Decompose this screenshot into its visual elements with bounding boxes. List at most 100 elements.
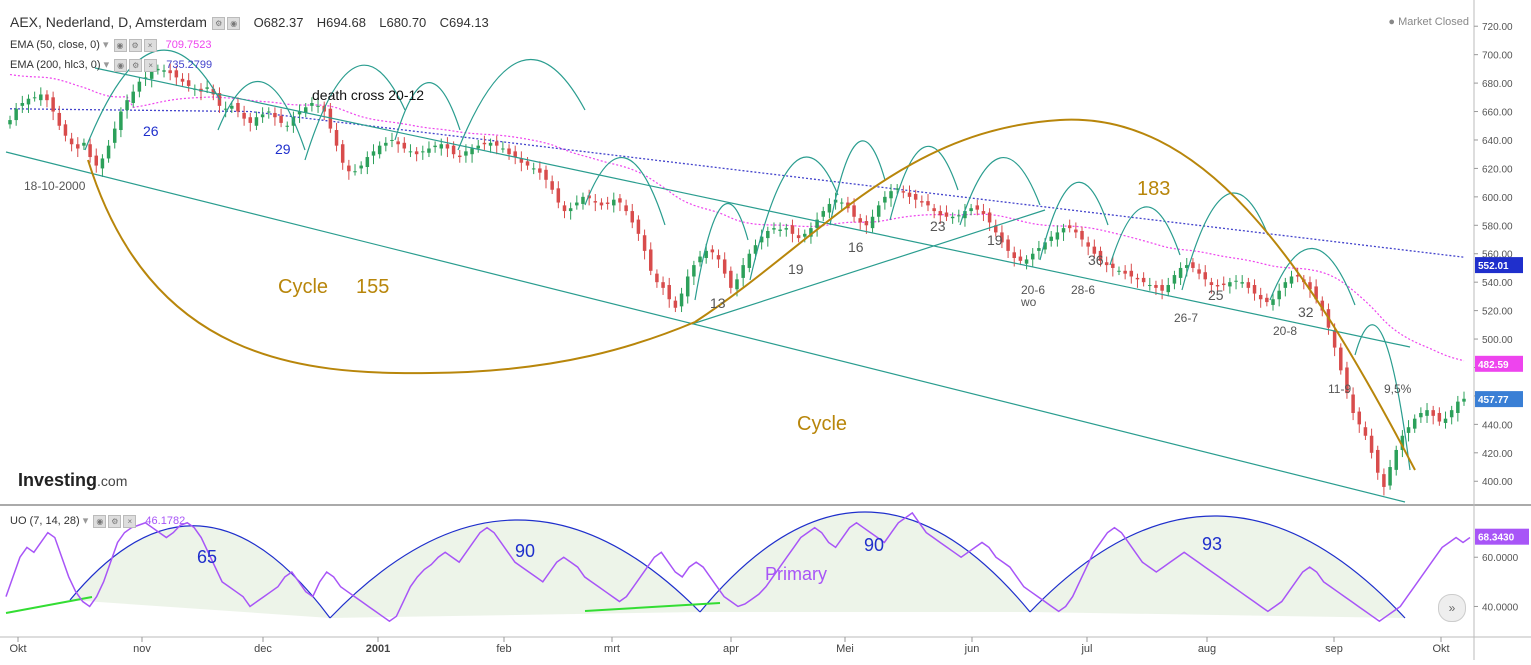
chevron-down-icon[interactable]: ▾	[82, 515, 89, 527]
candle-body	[1148, 285, 1152, 287]
candle-body	[692, 265, 696, 277]
cycle-arc	[694, 202, 749, 301]
candle-body	[907, 192, 912, 197]
candle-body	[501, 148, 505, 150]
chart-annotation: death cross 20-12	[312, 87, 424, 103]
header-main: AEX, Nederland, D, Amsterdam ⚙ ◉ O682.37 …	[10, 14, 489, 31]
candle-body	[63, 124, 68, 136]
candle-body	[790, 225, 795, 234]
cycle-arc	[394, 82, 461, 141]
candle-body	[809, 228, 813, 237]
ema200-value: 735.2799	[166, 59, 213, 71]
x-tick-label: nov	[133, 643, 151, 655]
candle-body	[1221, 283, 1226, 286]
chart-annotation: 23	[930, 218, 946, 234]
close-icon[interactable]: ×	[143, 38, 157, 52]
candle-body	[248, 117, 253, 123]
candle-body	[1265, 297, 1269, 303]
candle-body	[1339, 347, 1343, 371]
candle-body	[223, 108, 228, 110]
candle-body	[1024, 259, 1029, 264]
chart-annotation: 11-9	[1328, 382, 1351, 396]
settings-icon[interactable]: ⚙	[212, 17, 226, 31]
settings-icon[interactable]: ⚙	[129, 58, 143, 72]
scroll-forward-button[interactable]: »	[1438, 594, 1466, 622]
candle-body	[396, 141, 400, 145]
close-icon[interactable]: ×	[144, 58, 158, 72]
candle-body	[476, 145, 480, 149]
cycle-arc	[959, 157, 1041, 226]
candle-body	[1462, 398, 1466, 402]
candle-body	[987, 212, 992, 223]
x-tick-label: apr	[723, 643, 739, 655]
ema50-legend[interactable]: EMA (50, close, 0) ▾ ◉ ⚙ × 709.7523	[10, 38, 211, 52]
eye-icon[interactable]: ◉	[114, 58, 128, 72]
candle-body	[1067, 225, 1072, 229]
candle-body	[39, 94, 43, 101]
chevron-down-icon[interactable]: ▾	[103, 59, 110, 71]
candle-body	[1185, 265, 1189, 268]
candle-body	[1308, 282, 1312, 290]
candle-body	[69, 138, 74, 145]
y-tick-label: 700.00	[1482, 51, 1513, 62]
candle-body	[698, 256, 702, 263]
price-tag-label: 68.3430	[1478, 533, 1515, 544]
candle-body	[722, 259, 727, 274]
y-tick-label: 540.00	[1482, 278, 1513, 289]
candle-body	[593, 201, 598, 203]
candle-body	[963, 211, 967, 219]
price-tag-label: 552.01	[1478, 261, 1509, 272]
candle-body	[1425, 410, 1429, 416]
y-tick-label: 600.00	[1482, 193, 1513, 204]
ema50-line	[9, 73, 1465, 362]
candle-body	[94, 155, 99, 166]
candle-body	[544, 169, 548, 180]
uo-shaded-region	[1030, 515, 1405, 618]
candle-body	[1215, 285, 1220, 287]
close-icon[interactable]: ×	[123, 514, 137, 528]
candle-body	[119, 111, 123, 131]
candle-body	[599, 202, 604, 206]
candle-body	[273, 112, 277, 118]
ema200-legend[interactable]: EMA (200, hlc3, 0) ▾ ◉ ⚙ × 735.2799	[10, 58, 212, 72]
cycle-arc	[84, 49, 221, 151]
candle-body	[575, 202, 579, 206]
candle-body	[334, 130, 339, 146]
candle-body	[741, 265, 745, 278]
y-tick-label: 440.00	[1482, 420, 1513, 431]
cycle-arc	[1181, 192, 1269, 291]
eye-icon[interactable]: ◉	[93, 514, 107, 528]
candle-body	[969, 208, 973, 212]
candle-body	[1277, 290, 1281, 300]
settings-icon[interactable]: ⚙	[128, 38, 142, 52]
ema50-value: 709.7523	[165, 39, 212, 51]
candle-body	[1061, 228, 1066, 233]
price-tag	[1475, 528, 1529, 545]
candle-body	[1080, 230, 1084, 240]
y-tick-label: 720.00	[1482, 22, 1513, 33]
chevron-down-icon[interactable]: ▾	[102, 39, 109, 51]
candle-body	[1431, 410, 1435, 416]
candle-body	[1018, 256, 1023, 261]
settings-icon[interactable]: ⚙	[108, 514, 122, 528]
candle-body	[1240, 282, 1244, 284]
eye-icon[interactable]: ◉	[227, 17, 241, 31]
candle-body	[260, 114, 265, 118]
chart-annotation: 19	[987, 232, 1003, 248]
cycle-155-curve	[87, 159, 696, 375]
eye-icon[interactable]: ◉	[113, 38, 127, 52]
candle-body	[796, 235, 801, 239]
candle-body	[88, 144, 92, 158]
candle-body	[550, 181, 554, 190]
candle-body	[112, 128, 117, 143]
uo-annotation: 90	[864, 535, 884, 555]
candle-body	[870, 216, 875, 229]
candle-body	[236, 103, 240, 112]
candle-body	[482, 142, 487, 145]
candle-body	[772, 228, 776, 230]
candle-body	[1055, 232, 1060, 240]
uo-legend[interactable]: UO (7, 14, 28) ▾ ◉ ⚙ × 46.1782	[10, 514, 185, 528]
candle-body	[174, 70, 179, 78]
candle-body	[950, 216, 955, 219]
candle-body	[735, 279, 739, 290]
